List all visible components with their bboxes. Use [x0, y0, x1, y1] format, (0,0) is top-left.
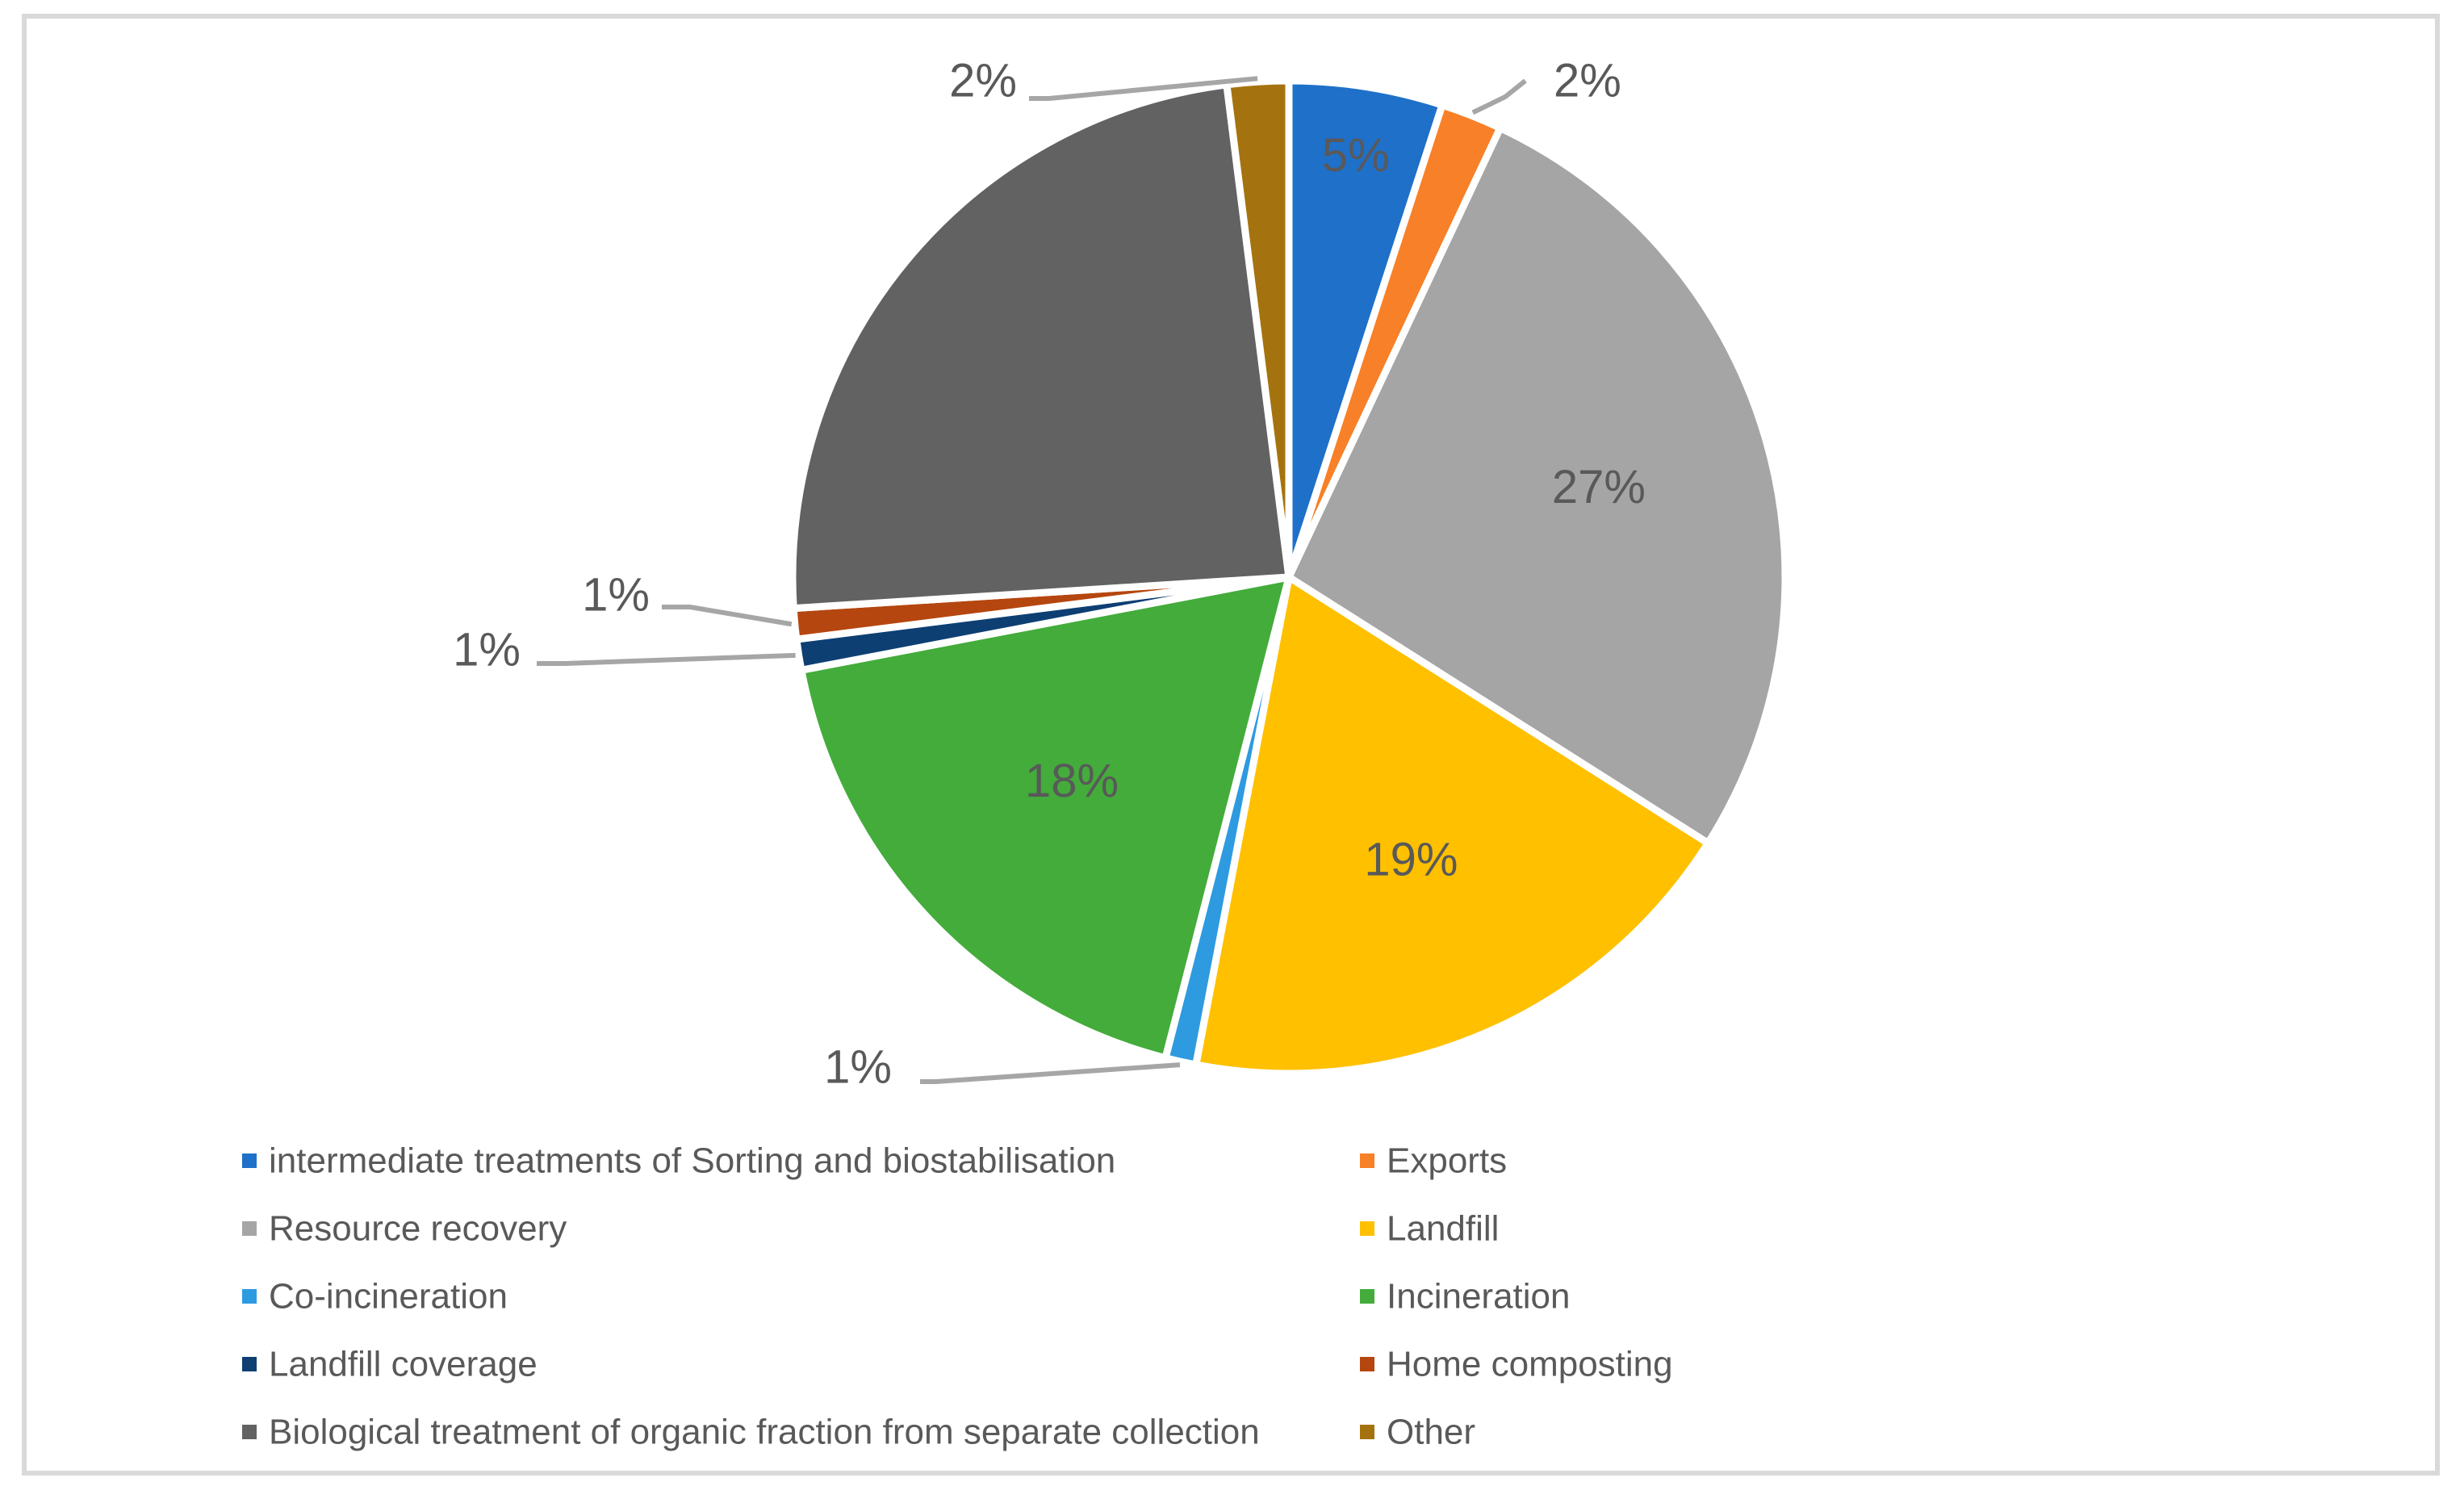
- legend-item-intermediate-treatments-of-sorting-and-biostabilisation: intermediate treatments of Sorting and b…: [242, 1141, 1115, 1181]
- legend-swatch: [242, 1357, 257, 1371]
- legend-label: Landfill coverage: [269, 1345, 538, 1384]
- legend-swatch: [1360, 1221, 1374, 1236]
- legend-label: Incineration: [1387, 1277, 1570, 1317]
- legend-item-co-incineration: Co-incineration: [242, 1277, 508, 1317]
- legend-item-incineration: Incineration: [1360, 1277, 1570, 1317]
- data-labels: 5% 2% 27% 19% 1% 18% 1% 1% 2%: [453, 55, 1646, 1094]
- legend-label: intermediate treatments of Sorting and b…: [269, 1141, 1115, 1181]
- data-label-home-composting: 1%: [582, 569, 650, 622]
- legend-swatch: [242, 1289, 257, 1304]
- legend-item-resource-recovery: Resource recovery: [242, 1209, 567, 1249]
- legend-swatch: [1360, 1357, 1374, 1371]
- pie-slice-incineration: [797, 573, 1293, 1062]
- legend-label: Home composting: [1387, 1345, 1673, 1384]
- pie-slices: [789, 77, 1789, 1078]
- legend-item-landfill-coverage: Landfill coverage: [242, 1345, 538, 1384]
- leader-line-landfill-coverage: [537, 652, 796, 666]
- data-label-resource-recovery: 27%: [1552, 461, 1646, 513]
- legend-swatch: [1360, 1289, 1374, 1304]
- legend-swatch: [242, 1221, 257, 1236]
- data-label-intermediate-treatments-of-sorting-and-biostabilisation: 5%: [1322, 129, 1390, 182]
- legend-item-exports: Exports: [1360, 1141, 1507, 1181]
- legend-item-other: Other: [1360, 1413, 1475, 1452]
- legend-label: Landfill: [1387, 1209, 1499, 1249]
- legend-label: Biological treatment of organic fraction…: [269, 1413, 1260, 1452]
- legend-item-biological-treatment-of-organic-fraction-from-separate-collection: Biological treatment of organic fraction…: [242, 1413, 1260, 1452]
- data-label-landfill-coverage: 1%: [453, 624, 521, 676]
- pie-slice-other: [1223, 77, 1293, 581]
- leader-line-other: [1029, 76, 1258, 101]
- legend-item-home-composting: Home composting: [1360, 1345, 1673, 1384]
- legend-item-landfill: Landfill: [1360, 1209, 1499, 1249]
- data-label-exports: 2%: [1554, 55, 1621, 107]
- leader-line-exports: [1471, 78, 1527, 115]
- data-label-other: 2%: [949, 55, 1017, 107]
- leader-line-home-composting: [662, 605, 793, 627]
- data-label-incineration: 18%: [1025, 755, 1119, 807]
- legend-label: Exports: [1387, 1141, 1507, 1181]
- data-label-co-incineration: 1%: [824, 1041, 892, 1094]
- legend-swatch: [1360, 1425, 1374, 1439]
- pie-slice-biological-treatment-of-organic-fraction-from-separate-collection: [789, 81, 1293, 613]
- pie-slice-resource-recovery: [1285, 124, 1789, 848]
- legend-label: Co-incineration: [269, 1277, 508, 1317]
- legend-swatch: [1360, 1153, 1374, 1168]
- pie-slice-landfill: [1192, 573, 1712, 1078]
- legend-label: Resource recovery: [269, 1209, 567, 1249]
- legend: intermediate treatments of Sorting and b…: [242, 1141, 1673, 1452]
- legend-swatch: [242, 1153, 257, 1168]
- data-label-landfill: 19%: [1364, 833, 1458, 885]
- leader-lines: [537, 76, 1527, 1084]
- legend-label: Other: [1387, 1413, 1475, 1452]
- legend-swatch: [242, 1425, 257, 1439]
- leader-line-co-incineration: [920, 1062, 1181, 1084]
